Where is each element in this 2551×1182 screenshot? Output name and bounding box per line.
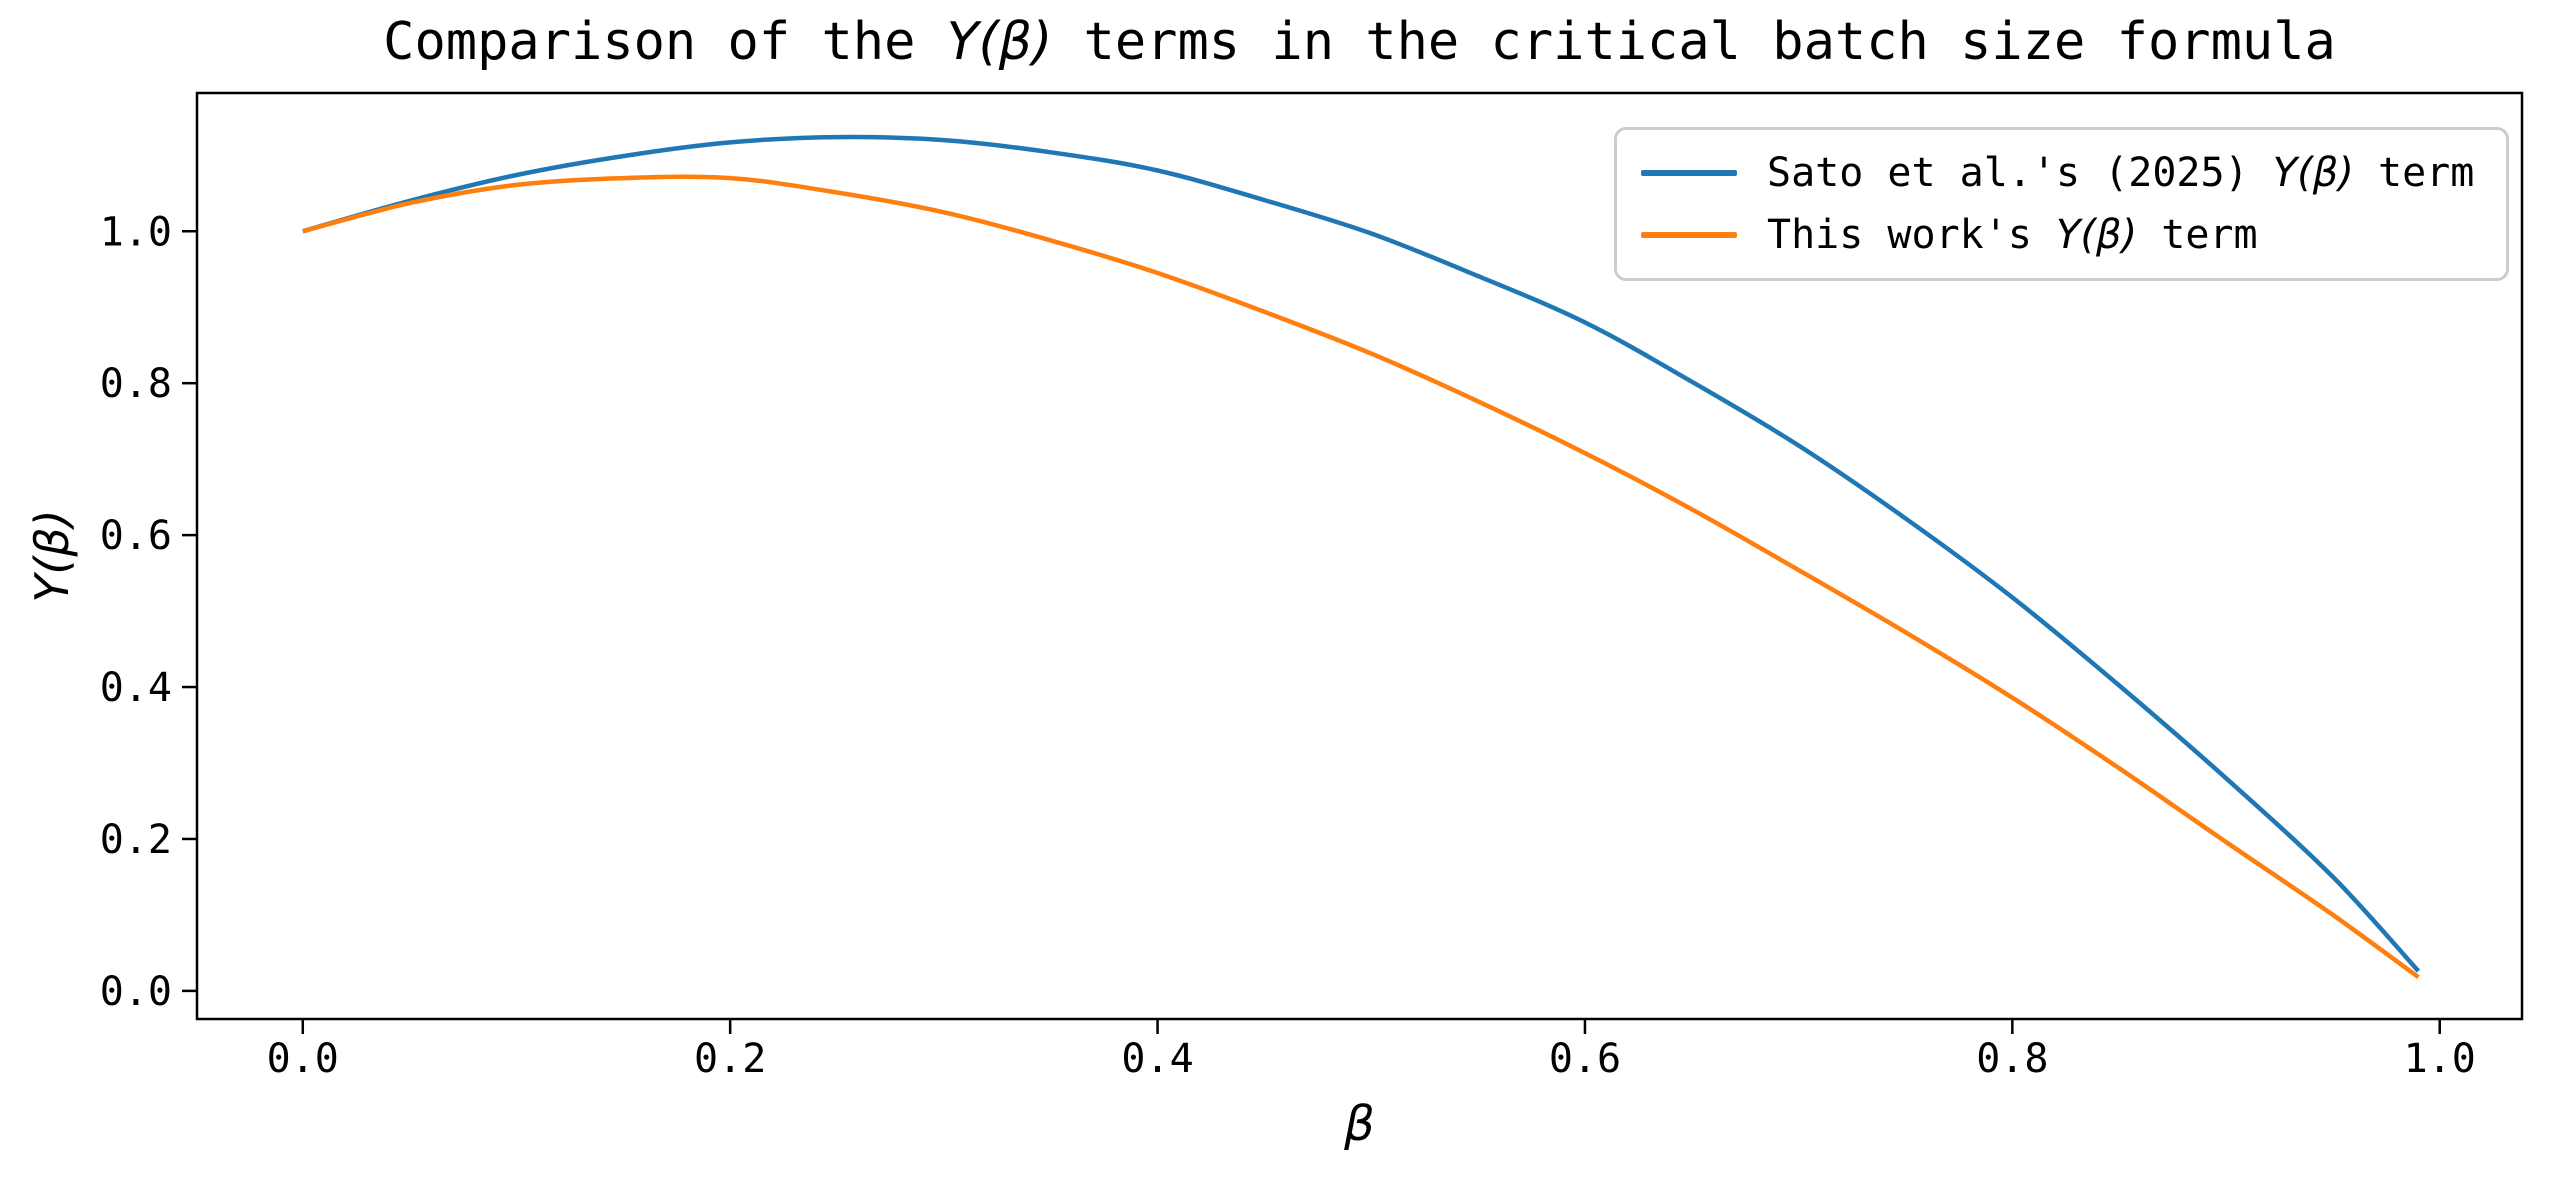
y-tick-label: 0.4 (100, 665, 172, 711)
legend-line-sample-orange (1641, 232, 1737, 238)
curve-sato (302, 134, 2421, 973)
legend-label-this-work: This work's Y(β) term (1767, 212, 2258, 258)
y-tick-label: 0.0 (100, 969, 172, 1015)
y-tick-label: 0.8 (100, 361, 172, 407)
legend-entry-sato: Sato et al.'s (2025) Y(β) term (1641, 142, 2482, 204)
legend-label-sato-pre: Sato et al.'s (2025) (1767, 150, 2273, 196)
curve-this-work (302, 174, 2420, 980)
legend-label-sato: Sato et al.'s (2025) Y(β) term (1767, 150, 2474, 196)
y-tick-label: 0.6 (100, 513, 172, 559)
x-tick-label: 0.4 (1121, 1036, 1193, 1082)
y-axis-label-text: Y(β) (25, 509, 79, 603)
chart-title-math: Y(β) (946, 12, 1053, 72)
legend: Sato et al.'s (2025) Y(β) term This work… (1614, 127, 2509, 281)
x-axis-label: β (197, 1096, 2522, 1152)
legend-label-sato-math: Y(β) (2272, 150, 2354, 196)
x-axis-label-text: β (1344, 1096, 1375, 1152)
legend-entry-this-work: This work's Y(β) term (1641, 204, 2482, 266)
legend-label-this-work-pre: This work's (1767, 212, 2056, 258)
legend-label-this-work-post: term (2137, 212, 2258, 258)
axes-spines (195, 91, 2524, 1021)
chart-title-text-post: terms in the critical batch size formula (1052, 12, 2336, 72)
legend-label-sato-post: term (2353, 150, 2475, 196)
chart-title-text: Comparison of the (383, 12, 947, 72)
x-tick-label: 0.6 (1549, 1036, 1621, 1082)
x-tick-label: 0.0 (267, 1036, 339, 1082)
y-tick-label: 1.0 (100, 209, 172, 255)
chart-title: Comparison of the Y(β) terms in the crit… (197, 10, 2522, 74)
legend-label-this-work-math: Y(β) (2055, 212, 2138, 258)
x-tick-label: 0.2 (694, 1036, 766, 1082)
x-tick-label: 0.8 (1976, 1036, 2048, 1082)
legend-line-sample-blue (1641, 170, 1737, 176)
x-tick-label: 1.0 (2404, 1036, 2476, 1082)
y-axis-label: Y(β) (25, 509, 79, 602)
y-tick-label: 0.2 (100, 817, 172, 863)
